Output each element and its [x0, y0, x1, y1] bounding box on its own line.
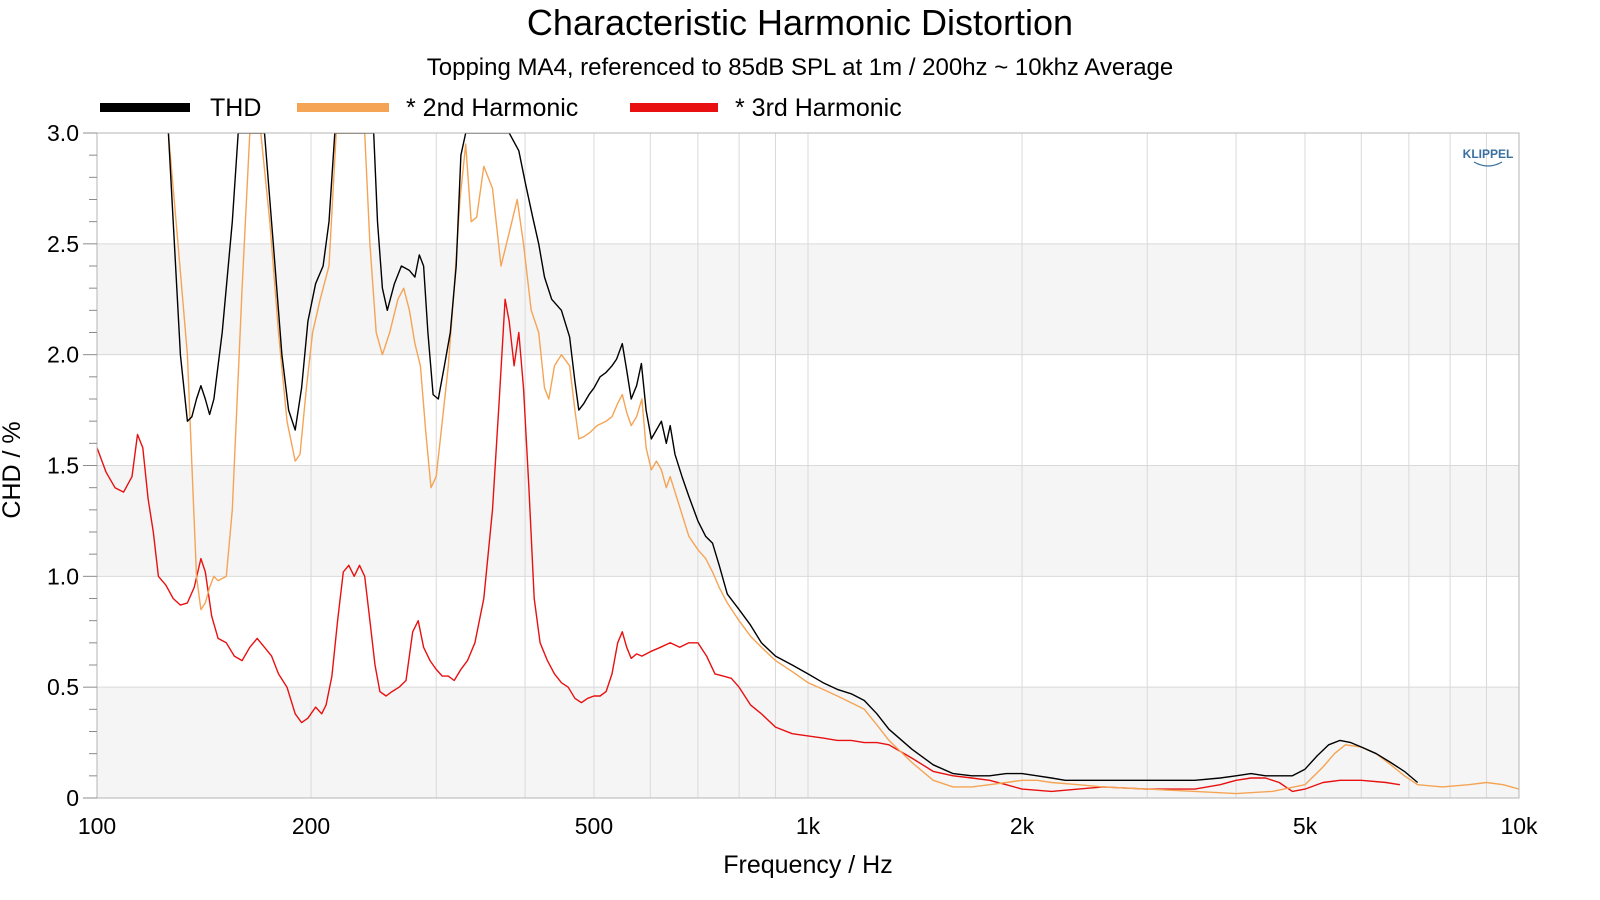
- legend: THD * 2nd Harmonic * 3rd Harmonic: [100, 94, 902, 122]
- x-axis-label: Frequency / Hz: [723, 851, 893, 879]
- chart-subtitle: Topping MA4, referenced to 85dB SPL at 1…: [427, 54, 1173, 81]
- y-axis-label: CHD / %: [0, 421, 26, 518]
- x-tick-label: 1k: [796, 813, 821, 839]
- grid: [97, 132, 1519, 799]
- klippel-logo-swoosh: [1473, 161, 1503, 167]
- y-tick-label: 2.5: [47, 231, 79, 257]
- legend-swatch-3rd-harmonic: [630, 103, 718, 112]
- y-tick-label: 1.0: [47, 563, 79, 589]
- legend-label-2nd-harmonic: * 2nd Harmonic: [406, 94, 578, 122]
- x-tick-label: 2k: [1010, 813, 1035, 839]
- chart-title: Characteristic Harmonic Distortion: [527, 2, 1073, 43]
- axis-ticks: 100 200 500 1k 2k 5k 10k 0 0.5 1.0 1.5 2.0 2.5 3.0: [47, 120, 1538, 839]
- series-3rd-harmonic: [97, 298, 1401, 793]
- y-tick-label: 3.0: [47, 120, 79, 146]
- series-layer: [97, 133, 1519, 795]
- legend-swatch-thd: [100, 103, 190, 112]
- y-tick-label: 2.0: [47, 342, 79, 368]
- x-tick-label: 100: [78, 813, 116, 839]
- y-tick-label: 1.5: [47, 453, 79, 479]
- x-tick-label: 200: [292, 813, 330, 839]
- x-tick-label: 5k: [1293, 813, 1318, 839]
- x-tick-label: 500: [575, 813, 613, 839]
- legend-label-3rd-harmonic: * 3rd Harmonic: [735, 94, 902, 122]
- y-tick-label: 0: [66, 785, 79, 811]
- x-tick-label: 10k: [1500, 813, 1538, 839]
- series-2nd-harmonic: [167, 133, 1519, 795]
- klippel-logo-text: KLIPPEL: [1463, 147, 1514, 161]
- y-tick-label: 0.5: [47, 674, 79, 700]
- series-thd: [167, 133, 1419, 784]
- legend-label-thd: THD: [210, 94, 261, 122]
- klippel-logo: KLIPPEL: [1463, 147, 1514, 167]
- legend-swatch-2nd-harmonic: [297, 103, 389, 112]
